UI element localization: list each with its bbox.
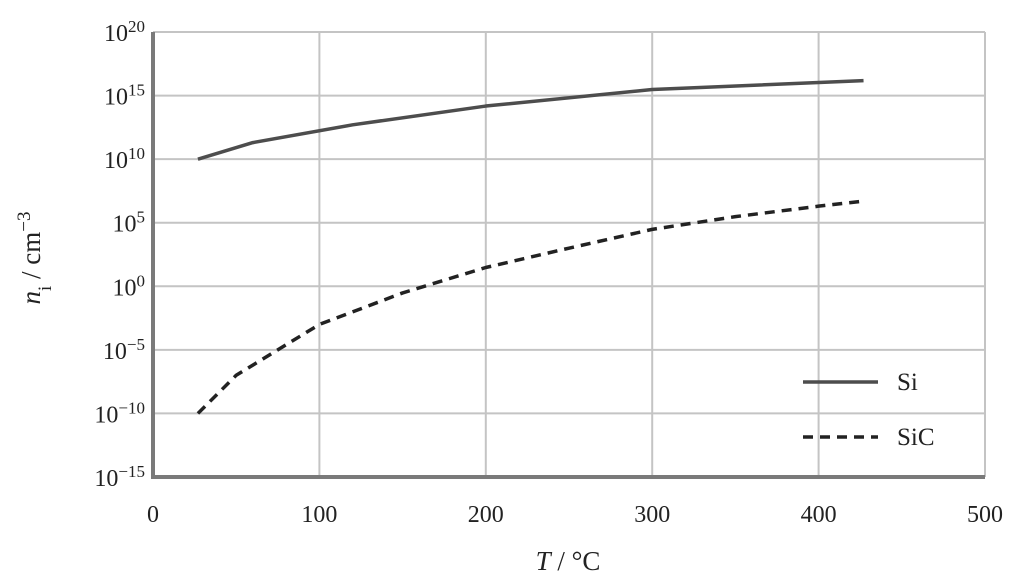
y-axis-label: ni / cm−3 — [14, 212, 56, 305]
legend-label-si: Si — [897, 369, 918, 396]
axes — [151, 32, 985, 479]
series-line-sic — [196, 199, 864, 415]
grid — [153, 31, 986, 477]
y-tick-labels: 1020 1015 1010 105 100 10−5 10−10 10−15 — [94, 17, 145, 493]
y-axis-label-unit: / cm — [16, 232, 46, 286]
x-tick-label: 100 — [301, 502, 337, 528]
series-line-si — [197, 78, 864, 161]
x-tick-label: 300 — [634, 502, 670, 528]
y-tick-label: 10−15 — [94, 462, 145, 493]
x-tick-labels: 0 100 200 300 400 500 — [147, 502, 1003, 528]
x-tick-label: 200 — [468, 502, 504, 528]
x-tick-label: 0 — [147, 502, 159, 528]
y-tick-label: 10−10 — [94, 398, 145, 429]
y-tick-label: 1015 — [104, 80, 145, 111]
y-tick-label: 1010 — [104, 144, 145, 175]
y-axis-label-superscript: −3 — [14, 212, 35, 232]
y-tick-label: 1020 — [104, 17, 145, 48]
y-axis-label-subscript: i — [35, 286, 56, 291]
y-tick-label: 100 — [113, 271, 146, 302]
y-tick-label: 10−5 — [103, 334, 145, 365]
x-tick-label: 500 — [967, 502, 1003, 528]
x-axis-label-symbol: T — [536, 546, 553, 576]
legend: Si SiC — [803, 369, 935, 451]
y-axis-label-symbol: n — [16, 291, 46, 305]
x-axis-label: T / °C — [536, 546, 601, 576]
legend-label-sic: SiC — [897, 424, 935, 451]
y-tick-label: 105 — [113, 207, 146, 238]
x-axis-label-unit: / °C — [551, 546, 601, 576]
x-tick-label: 400 — [801, 502, 837, 528]
series-layer — [196, 78, 864, 415]
